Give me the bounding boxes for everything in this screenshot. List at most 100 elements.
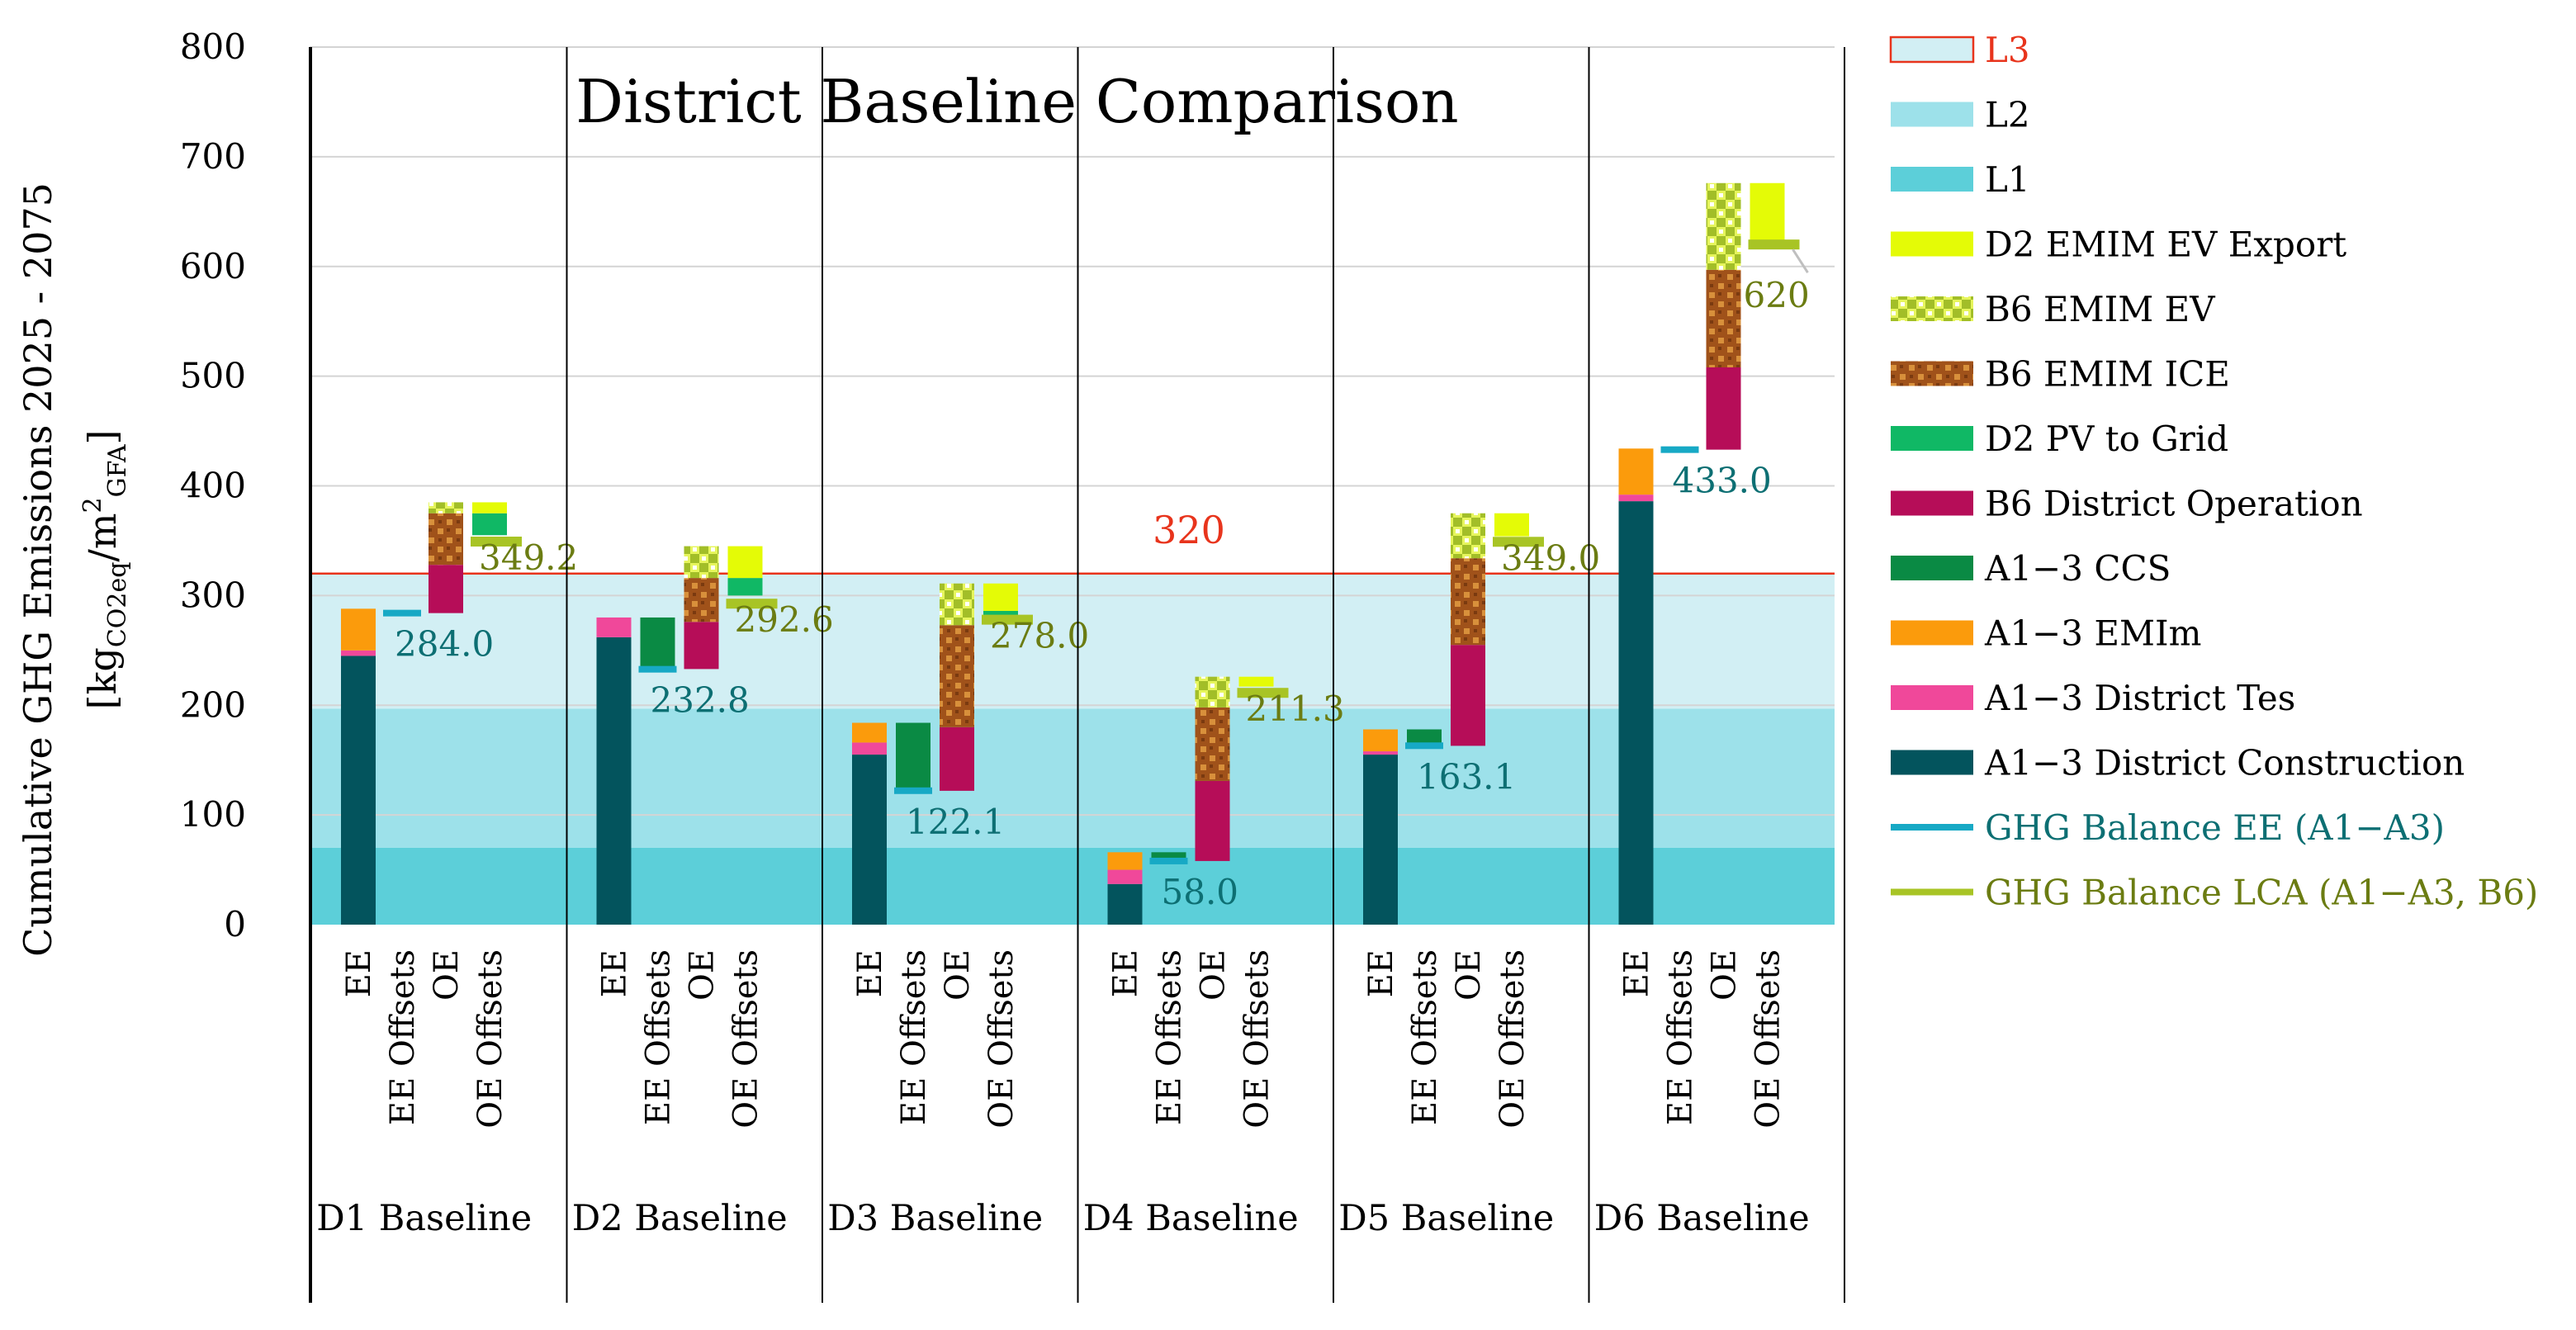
ghg-lca-value-label: 349.0: [1501, 537, 1600, 578]
ee-tes-segment: [596, 617, 632, 637]
bar-label-oe-offsets: OE Offsets: [1750, 949, 1788, 1129]
legend-label: B6 EMIM EV: [1985, 289, 2215, 329]
legend-item-construction: A1−3 District Construction: [1891, 743, 2465, 783]
legend-swatch: [1891, 556, 1973, 580]
ee-construction-segment: [1363, 755, 1398, 925]
y-unit-close: ]: [80, 430, 125, 445]
legend-label: A1−3 EMIm: [1984, 613, 2201, 654]
legend-label: A1−3 District Construction: [1984, 743, 2465, 783]
legend-item-l3: L3: [1889, 30, 2030, 70]
district-label: D5 Baseline: [1338, 1198, 1554, 1239]
y-axis-ticks: 0 100 200 300 400 500 600 700 800: [180, 26, 246, 944]
y-tick-label-0: 0: [224, 904, 246, 944]
district-dividers: [309, 47, 1845, 1303]
legend-label: D2 PV to Grid: [1985, 419, 2228, 459]
lca-leader-line: [1792, 248, 1809, 273]
legend-swatch: [1891, 750, 1973, 775]
bar-label-ee-offsets: EE Offsets: [1151, 949, 1189, 1125]
ee-tes-segment: [1363, 751, 1398, 755]
district-label: D3 Baseline: [827, 1198, 1043, 1239]
y-tick-label-700: 700: [180, 136, 246, 177]
ghg-ee-value-label: 232.8: [651, 680, 750, 721]
y-unit-sub1: CO2eq: [103, 562, 132, 648]
legend-swatch: [1889, 35, 1975, 64]
district-6: 433.0 620: [1618, 182, 1810, 925]
oe-operation-segment: [684, 622, 719, 670]
y-tick-label-600: 600: [180, 246, 246, 286]
oe-offsets-d2ev-segment: [1750, 182, 1785, 245]
oe-ev-segment: [684, 546, 719, 579]
oe-ice-segment: [429, 513, 463, 566]
ee-offsets-ccs-segment: [896, 722, 930, 789]
legend-swatch: [1891, 426, 1973, 451]
oe-operation-segment: [1706, 367, 1741, 450]
oe-operation-segment: [429, 565, 463, 613]
ghg-balance-lca-marker: [1748, 239, 1800, 250]
bar-label-ee: EE: [851, 949, 889, 997]
ghg-lca-value-label: 620: [1744, 275, 1810, 315]
legend-swatch: [1891, 296, 1973, 321]
oe-ev-segment: [429, 502, 463, 514]
ghg-balance-ee-marker: [638, 665, 677, 673]
legend-swatch: [1891, 888, 1973, 896]
legend-item-tes: A1−3 District Tes: [1891, 678, 2295, 718]
bar-label-oe: OE: [939, 949, 977, 1001]
legend-item-ghg_lca: GHG Balance LCA (A1−A3, B6): [1891, 873, 2538, 913]
bar-label-oe: OE: [1706, 949, 1744, 1001]
band-l2: [310, 708, 1835, 848]
y-tick-label-200: 200: [180, 684, 246, 725]
bars: 284.0 349.2 232.8 292.6 122.1 278.0 58.0 211.3 1…: [341, 182, 1810, 925]
district-1: 284.0 349.2: [341, 502, 578, 925]
district-label: D6 Baseline: [1594, 1198, 1810, 1239]
legend-swatch: [1891, 685, 1973, 710]
ee-emim-segment: [1618, 448, 1654, 495]
ee-offsets-ccs-segment: [1407, 729, 1442, 746]
oe-offsets-d2ev-segment: [1494, 513, 1529, 537]
district-label: D1 Baseline: [316, 1198, 532, 1239]
oe-ev-segment: [1451, 513, 1485, 559]
legend-swatch: [1891, 231, 1973, 257]
y-axis-title: Cumulative GHG Emissions 2025 - 2075: [16, 182, 60, 957]
ghg-balance-ee-marker: [894, 787, 932, 794]
bar-label-ee: EE: [596, 949, 634, 997]
legend-swatch: [1891, 361, 1973, 386]
legend-label: A1−3 District Tes: [1984, 678, 2295, 718]
legend-label: GHG Balance LCA (A1−A3, B6): [1985, 873, 2538, 913]
ghg-balance-ee-marker: [1405, 742, 1443, 750]
bar-label-ee: EE: [1107, 949, 1145, 997]
bar-label-oe-offsets: OE Offsets: [983, 949, 1020, 1129]
oe-operation-segment: [1195, 780, 1230, 861]
ee-construction-segment: [341, 656, 376, 925]
bar-label-oe: OE: [1450, 949, 1488, 1001]
oe-ice-segment: [1706, 269, 1741, 367]
ee-emim-segment: [852, 722, 887, 743]
bar-label-oe: OE: [428, 949, 466, 1001]
oe-offsets-d2ev-segment: [472, 502, 507, 514]
oe-ev-segment: [1706, 182, 1741, 270]
district-label: D4 Baseline: [1083, 1198, 1299, 1239]
ee-construction-segment: [852, 755, 887, 925]
legend-label: B6 EMIM ICE: [1985, 354, 2230, 395]
bar-label-ee-offsets: EE Offsets: [1662, 949, 1700, 1125]
ee-construction-segment: [1107, 883, 1143, 925]
y-unit-open: [kg: [80, 647, 125, 709]
bar-label-oe: OE: [684, 949, 722, 1001]
bar-label-ee-offsets: EE Offsets: [384, 949, 422, 1125]
ee-tes-segment: [1107, 869, 1143, 884]
oe-offsets-d2ev-segment: [983, 583, 1018, 611]
y-unit-sup: 2: [78, 497, 107, 513]
district-2: 232.8 292.6: [596, 546, 834, 925]
legend-label: L2: [1985, 95, 2030, 135]
y-tick-label-800: 800: [180, 26, 246, 67]
legend: L3 L2 L1 D2 EMIM EV Export B6 EMIM EV B6 EMIM…: [1889, 30, 2538, 913]
ghg-lca-value-label: 292.6: [735, 599, 834, 640]
legend-item-l1: L1: [1891, 159, 2030, 200]
legend-label: B6 District Operation: [1985, 484, 2363, 524]
y-axis-unit: [kgCO2eq/m2GFA]: [78, 430, 132, 710]
legend-item-ccs: A1−3 CCS: [1891, 548, 2171, 589]
oe-ice-segment: [684, 578, 719, 622]
oe-ev-segment: [940, 583, 974, 626]
ee-tes-segment: [852, 742, 887, 755]
